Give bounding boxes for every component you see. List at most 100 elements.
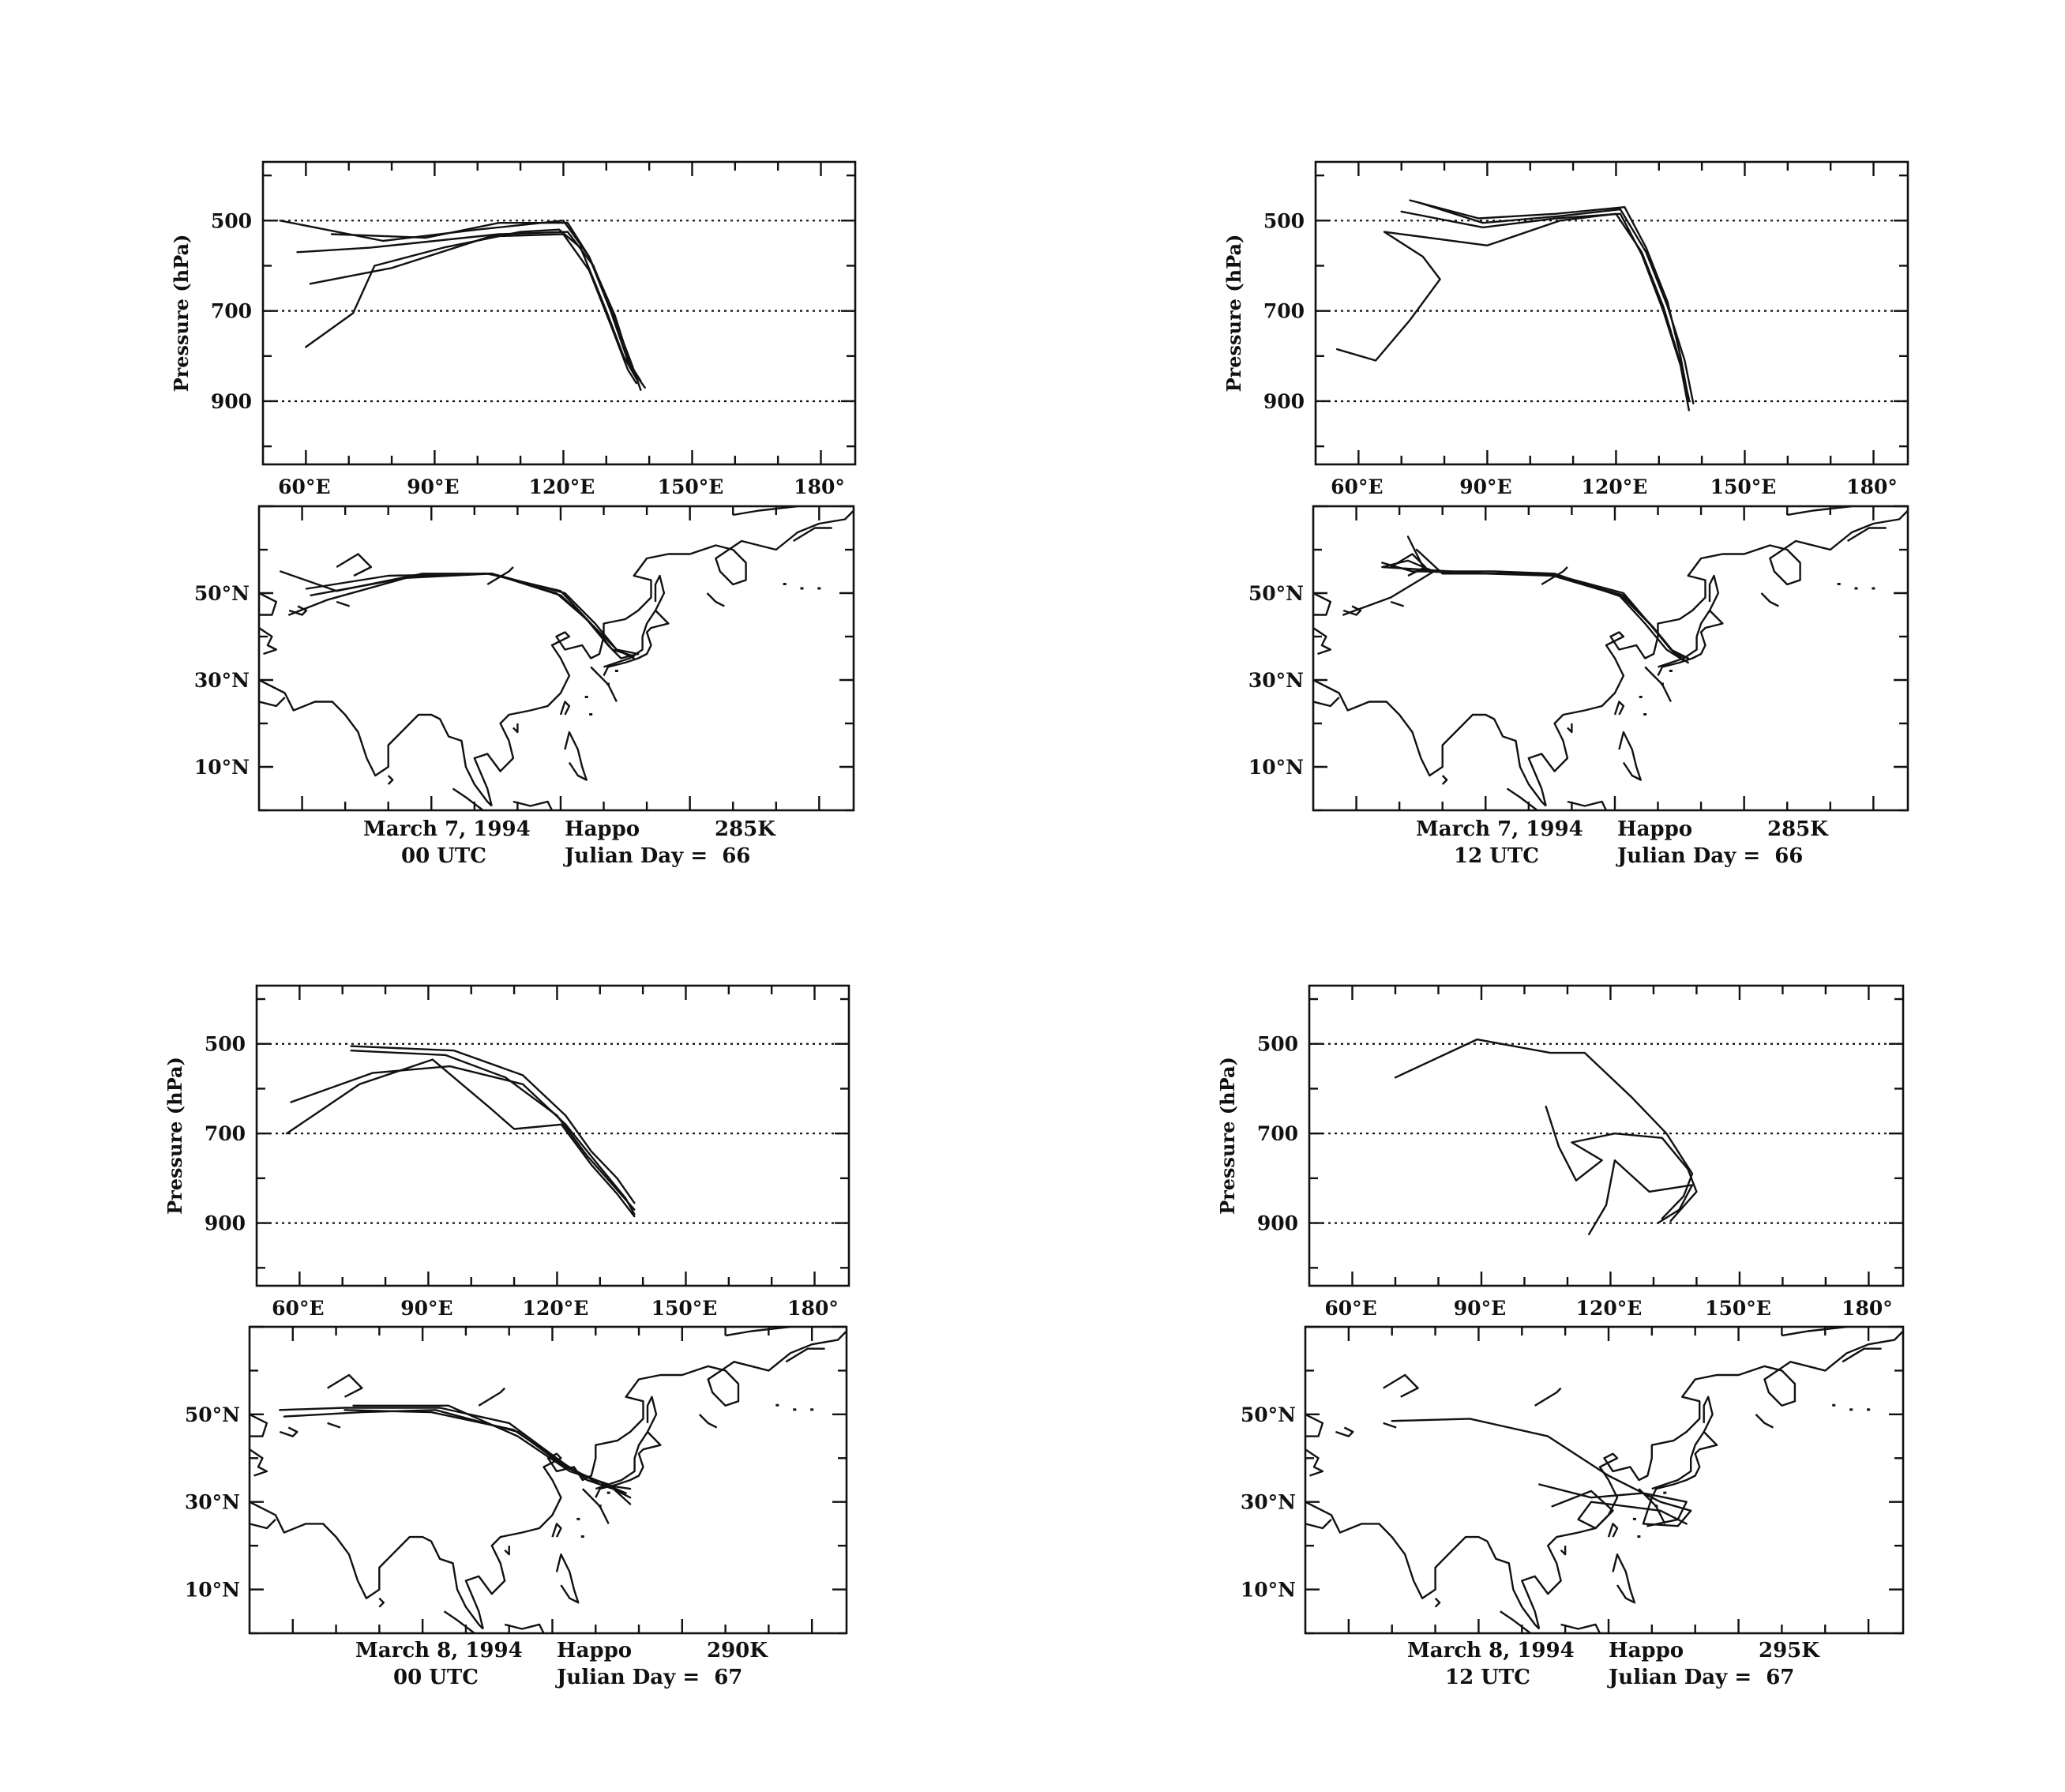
coastline (1842, 1347, 1882, 1363)
coastline (1782, 1327, 1847, 1337)
caption-theta: 295K (1759, 1639, 1820, 1662)
map-content (1313, 506, 1908, 810)
map-content (1305, 1327, 1903, 1633)
island-dot (783, 583, 787, 585)
lat-tick-label: 50°N (194, 582, 250, 605)
caption-site: Happo (1617, 817, 1692, 841)
island-dot (576, 1517, 580, 1520)
coastline (1305, 1501, 1541, 1630)
x-tick-label: 90°E (407, 475, 459, 498)
island-dot (1632, 1517, 1636, 1520)
x-tick-label: 180° (1842, 1297, 1893, 1320)
lat-tick-label: 10°N (1241, 1579, 1296, 1602)
y-tick-label: 700 (205, 1122, 246, 1145)
x-tick-label: 150°E (1710, 475, 1777, 498)
island-dot (1639, 696, 1643, 698)
pressure-trajectory-3 (305, 228, 637, 380)
x-tick-label: 150°E (651, 1297, 718, 1320)
y-tick-label: 700 (1257, 1122, 1298, 1145)
island-dot (1654, 1505, 1658, 1508)
island-dot (1663, 1491, 1667, 1494)
map-trajectory-1 (305, 573, 635, 657)
coastline (1567, 723, 1573, 734)
x-tick-label: 90°E (1459, 475, 1511, 498)
coastline (595, 1430, 662, 1498)
coastline (279, 1426, 298, 1437)
x-tick-label: 150°E (1705, 1297, 1771, 1320)
coastline (259, 627, 277, 656)
coastline (250, 1501, 484, 1630)
island-dot (1849, 1408, 1853, 1411)
caption-julian-day: Julian Day = 66 (1616, 844, 1803, 868)
pressure-trajectory-2 (290, 1065, 636, 1215)
lat-tick-label: 30°N (194, 669, 250, 692)
map-trajectory-1 (283, 1409, 627, 1494)
pressure-plot-3: 500 700 900 60°E 90°E 120°E 150°E 180° Pressure … (1216, 984, 1905, 1320)
island-dot (1643, 713, 1647, 716)
pressure-trajectory-4 (330, 222, 646, 389)
caption-date: March 8, 1994 (355, 1639, 523, 1662)
coastline (478, 1387, 506, 1407)
trajectory-map-0: 50°N 30°N 10°N (194, 505, 855, 812)
coastline (486, 566, 514, 586)
pressure-trajectory-3 (285, 1058, 636, 1218)
map-trajectory-0 (279, 1407, 632, 1499)
island-dot (584, 696, 588, 698)
map-trajectory-2 (310, 573, 640, 656)
coastline (1567, 800, 1608, 810)
coastline (603, 609, 670, 677)
coastline (1755, 1414, 1774, 1429)
trajectory-map-3: 50°N 30°N 10°N (1241, 1325, 1905, 1635)
pressure-plot-1: 500 700 900 60°E 90°E 120°E 150°E 180° Pressure … (1222, 160, 1909, 498)
coastline (551, 1523, 562, 1538)
y-axis-label: Pressure (hPa) (170, 235, 193, 393)
panel-caption-3: March 8, 1994 Happo 295K 12 UTC Julian Day =… (1407, 1639, 1820, 1689)
coastline (1787, 506, 1853, 517)
map-trajectory-2 (1551, 1490, 1688, 1530)
coastline (564, 731, 588, 781)
coastline (1657, 609, 1724, 677)
coastline (1441, 775, 1448, 785)
coastline (1527, 509, 1908, 806)
coastline (512, 800, 554, 810)
coastline (1305, 1413, 1324, 1437)
island-dot (598, 1505, 602, 1508)
coastline (1390, 600, 1404, 607)
x-tick-label: 180° (1846, 475, 1898, 498)
island-dot (810, 1408, 814, 1411)
x-tick-label: 90°E (400, 1297, 452, 1320)
coastline (1846, 527, 1887, 543)
caption-julian-day: Julian Day = 66 (563, 844, 750, 868)
coastline (1560, 1546, 1567, 1556)
island-dot (817, 587, 821, 590)
coastline (1335, 1426, 1354, 1437)
island-dot (606, 1491, 610, 1494)
island-dot (1660, 682, 1664, 686)
coastline (1434, 1597, 1441, 1608)
x-tick-label: 90°E (1454, 1297, 1506, 1320)
pressure-trajectory-1 (1417, 201, 1695, 404)
map-frame (1304, 1325, 1905, 1635)
lat-tick-label: 50°N (1248, 582, 1304, 605)
coastline (1383, 1422, 1397, 1429)
coastline (1313, 678, 1547, 807)
x-tick-label: 120°E (523, 1297, 589, 1320)
island-dot (793, 1408, 797, 1411)
map-frame (1312, 505, 1909, 812)
map-trajectory-3 (1342, 559, 1689, 659)
y-tick-label: 700 (1263, 300, 1305, 323)
island-dot (606, 682, 610, 686)
map-content (259, 506, 854, 810)
coastline (512, 723, 519, 734)
coastline (1521, 1330, 1903, 1629)
coastline (464, 1330, 847, 1629)
pressure-trajectory-2 (309, 233, 637, 385)
plot-frame (1314, 160, 1909, 466)
map-trajectory-3 (352, 1404, 632, 1505)
map-trajectory-1 (1415, 548, 1685, 662)
pressure-trajectory-0 (1409, 199, 1690, 403)
lat-tick-label: 30°N (185, 1491, 240, 1514)
plot-frame (261, 160, 857, 466)
y-tick-label: 500 (205, 1033, 246, 1056)
